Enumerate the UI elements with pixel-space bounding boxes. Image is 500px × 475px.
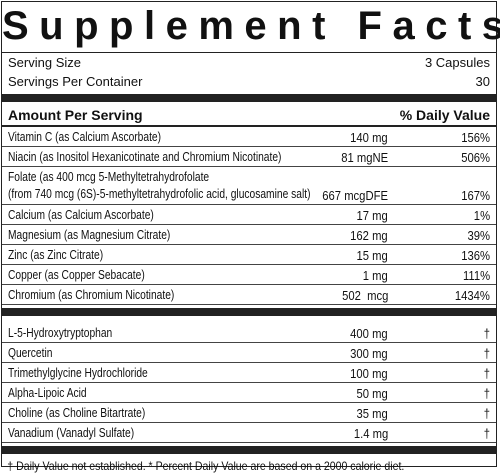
thick-divider [2, 308, 496, 316]
amount: 300 mg [350, 347, 388, 361]
ingredient-name: Niacin (as Inositol Hexanicotinate and C… [8, 149, 281, 166]
name-line: Niacin (as Inositol Hexanicotinate and C… [8, 150, 282, 164]
daily-value: † [483, 347, 490, 361]
ingredient-row: Trimethylglycine Hydrochloride 100 mg † [2, 363, 496, 383]
amount: 502 mcg [341, 289, 388, 303]
serving-label: Serving Size [8, 55, 81, 70]
name-line: Trimethylglycine Hydrochloride [8, 366, 148, 380]
daily-value: † [483, 367, 490, 381]
divider [2, 52, 496, 53]
ingredient-row: Magnesium (as Magnesium Citrate) 162 mg 39… [2, 225, 496, 245]
ingredient-row: Folate (as 400 mcg 5-Methyltetrahydrofol… [2, 167, 496, 205]
serving-row: Servings Per Container 30 [2, 72, 496, 91]
daily-value: 1434% [454, 289, 490, 303]
ingredient-row: Chromium (as Chromium Nicotinate) 502 mcg… [2, 285, 496, 305]
serving-value: 30 [475, 74, 490, 89]
name-line: Folate (as 400 mcg 5-Methyltetrahydrofol… [8, 170, 210, 184]
ingredient-name: Copper (as Copper Sebacate) [8, 267, 145, 284]
ingredient-name: Choline (as Choline Bitartrate) [8, 405, 145, 422]
amount: 81 mgNE [341, 151, 388, 165]
amount: 1 mg [362, 269, 388, 283]
amount: 15 mg [356, 249, 388, 263]
ingredient-name: Vanadium (Vanadyl Sulfate) [8, 425, 134, 442]
serving-info: Serving Size 3 Capsules Servings Per Conta… [2, 53, 496, 91]
column-header: Amount Per Serving % Daily Value [2, 105, 496, 127]
other-ingredient-section: L-5-Hydroxytryptophan 400 mg † Quercetin 300… [2, 323, 496, 443]
daily-value: † [483, 327, 490, 341]
ingredient-row: L-5-Hydroxytryptophan 400 mg † [2, 323, 496, 343]
serving-label: Servings Per Container [8, 74, 143, 89]
ingredient-name: L-5-Hydroxytryptophan [8, 325, 112, 342]
ingredient-name: Trimethylglycine Hydrochloride [8, 365, 148, 382]
daily-value: † [483, 407, 490, 421]
amount: 100 mg [350, 367, 388, 381]
serving-row: Serving Size 3 Capsules [2, 53, 496, 72]
name-line: Calcium (as Calcium Ascorbate) [8, 208, 154, 222]
name-line: Quercetin [8, 346, 53, 360]
daily-value-header: % Daily Value [399, 107, 490, 123]
ingredient-name: Calcium (as Calcium Ascorbate) [8, 207, 154, 224]
amount: 667 mcgDFE [322, 189, 388, 203]
amount: 35 mg [356, 407, 388, 421]
daily-value: † [483, 427, 490, 441]
serving-value: 3 Capsules [424, 55, 490, 70]
name-line: L-5-Hydroxytryptophan [8, 326, 113, 340]
ingredient-name: Magnesium (as Magnesium Citrate) [8, 227, 170, 244]
ingredient-row: Vanadium (Vanadyl Sulfate) 1.4 mg † [2, 423, 496, 443]
daily-value: 167% [461, 189, 490, 203]
name-line: Vanadium (Vanadyl Sulfate) [8, 426, 135, 440]
ingredient-name: Alpha-Lipoic Acid [8, 385, 87, 402]
name-line: Magnesium (as Magnesium Citrate) [8, 228, 171, 242]
ingredient-row: Zinc (as Zinc Citrate) 15 mg 136% [2, 245, 496, 265]
daily-value: 136% [461, 249, 490, 263]
daily-value: † [483, 387, 490, 401]
thick-divider [2, 446, 496, 454]
amount: 400 mg [350, 327, 388, 341]
name-line: Copper (as Copper Sebacate) [8, 268, 145, 282]
name-line: Chromium (as Chromium Nicotinate) [8, 288, 175, 302]
daily-value: 1% [473, 209, 490, 223]
ingredient-row: Choline (as Choline Bitartrate) 35 mg † [2, 403, 496, 423]
name-line: Alpha-Lipoic Acid [8, 386, 87, 400]
amount: 17 mg [356, 209, 388, 223]
ingredient-name: Chromium (as Chromium Nicotinate) [8, 287, 174, 304]
daily-value: 39% [467, 229, 490, 243]
name-detail: (from 740 mcg (6S)-5-methyltetrahydrofol… [8, 187, 311, 201]
daily-value: 156% [461, 131, 490, 145]
amount: 50 mg [356, 387, 388, 401]
name-line: Vitamin C (as Calcium Ascorbate) [8, 130, 162, 144]
amount: 162 mg [350, 229, 388, 243]
ingredient-row: Copper (as Copper Sebacate) 1 mg 111% [2, 265, 496, 285]
name-line: Zinc (as Zinc Citrate) [8, 248, 104, 262]
ingredient-row: Niacin (as Inositol Hexanicotinate and C… [2, 147, 496, 167]
ingredient-name: Quercetin [8, 345, 52, 362]
ingredient-name: Vitamin C (as Calcium Ascorbate) [8, 129, 161, 146]
ingredient-name: Zinc (as Zinc Citrate) [8, 247, 103, 264]
nutrient-section: Vitamin C (as Calcium Ascorbate) 140 mg 15… [2, 127, 496, 305]
daily-value: 506% [461, 151, 490, 165]
thick-divider [2, 94, 496, 102]
ingredient-row: Vitamin C (as Calcium Ascorbate) 140 mg 15… [2, 127, 496, 147]
amount-header: Amount Per Serving [8, 107, 143, 123]
name-line: Choline (as Choline Bitartrate) [8, 406, 146, 420]
daily-value: 111% [462, 269, 490, 283]
ingredient-row: Alpha-Lipoic Acid 50 mg † [2, 383, 496, 403]
ingredient-row: Calcium (as Calcium Ascorbate) 17 mg 1% [2, 205, 496, 225]
ingredient-row: Quercetin 300 mg † [2, 343, 496, 363]
title: Supplement Facts [2, 4, 500, 48]
ingredient-name: Folate (as 400 mcg 5-Methyltetrahydrofol… [8, 169, 310, 203]
footnote: † Daily Value not established. * Percent… [7, 459, 405, 473]
amount: 140 mg [350, 131, 388, 145]
amount: 1.4 mg [353, 427, 388, 441]
